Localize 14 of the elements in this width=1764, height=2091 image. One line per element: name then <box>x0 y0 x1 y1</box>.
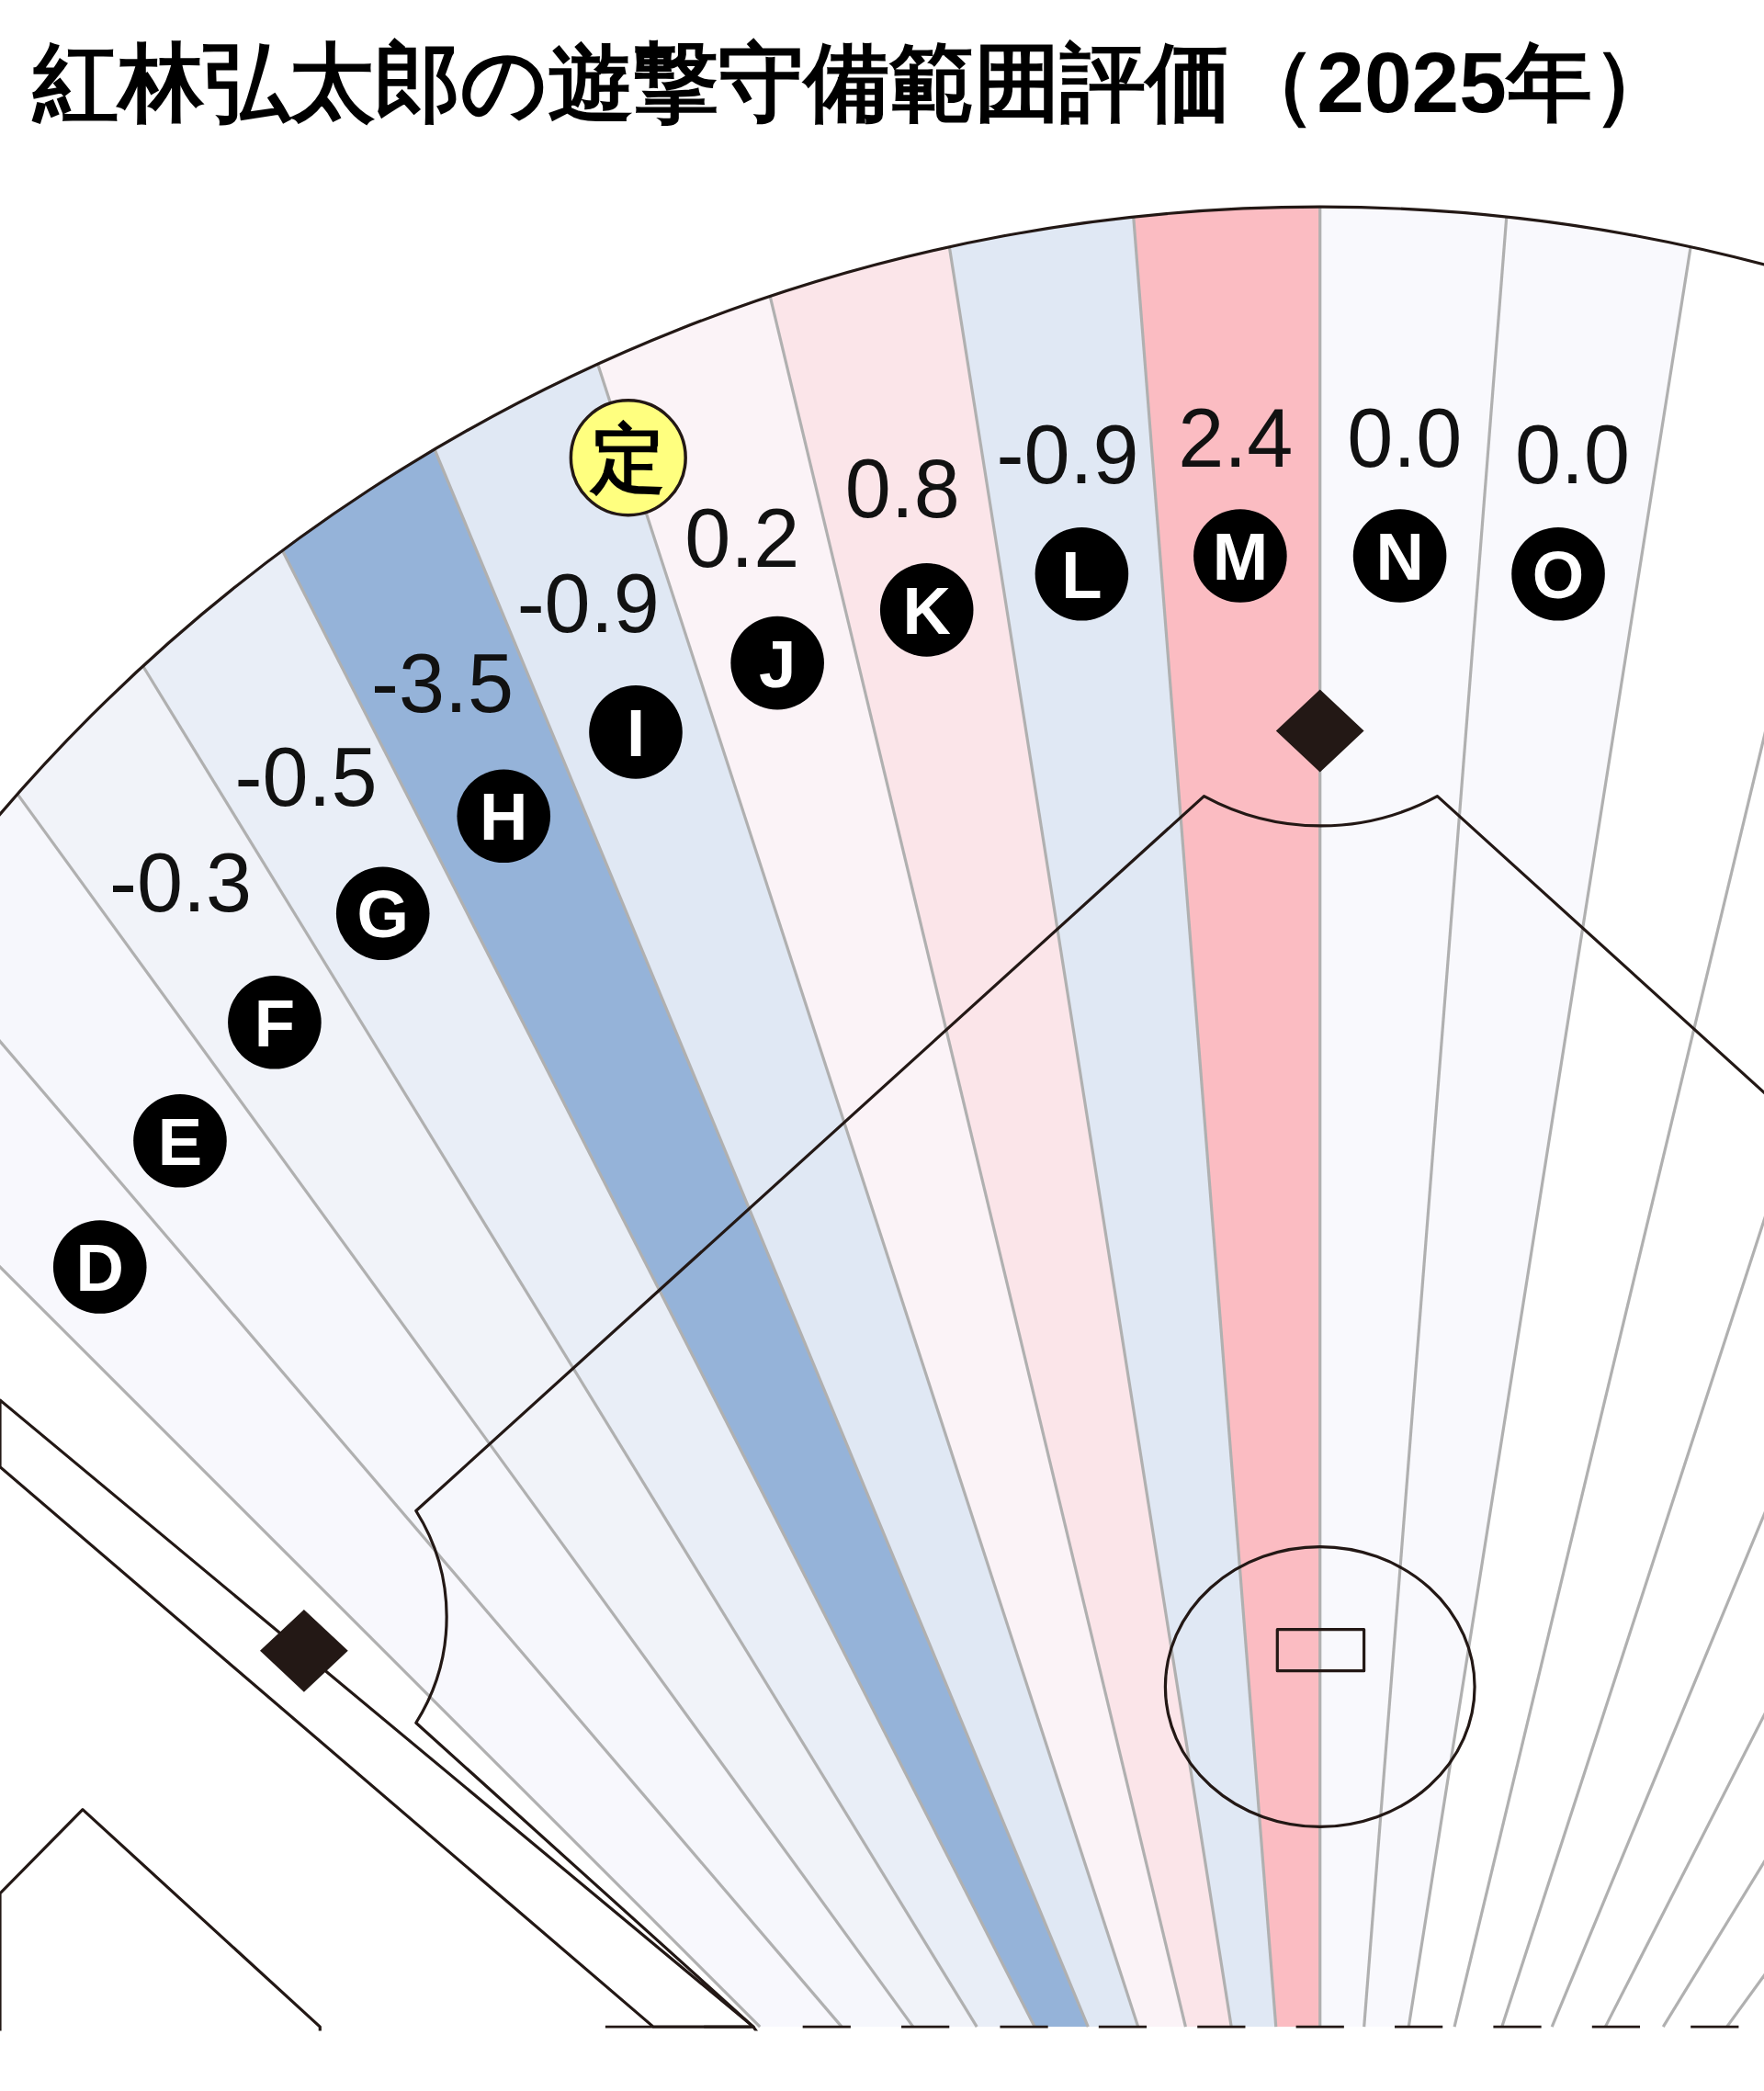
category-label: M <box>1212 519 1269 594</box>
category-label: E <box>157 1103 203 1179</box>
category-label: H <box>480 779 528 854</box>
category-label: O <box>1532 537 1585 612</box>
category-label: G <box>356 876 409 952</box>
category-label: I <box>626 695 646 771</box>
category-label: F <box>254 985 296 1060</box>
title: 紅林弘太郎の遊撃守備範囲評価（2025年） <box>33 35 1678 131</box>
category-label: D <box>75 1230 124 1305</box>
annotation: 定 <box>569 399 687 517</box>
category-label: N <box>1375 519 1424 594</box>
category-label: K <box>902 572 951 648</box>
category-label: L <box>1061 537 1102 612</box>
category-label: J <box>758 626 797 701</box>
